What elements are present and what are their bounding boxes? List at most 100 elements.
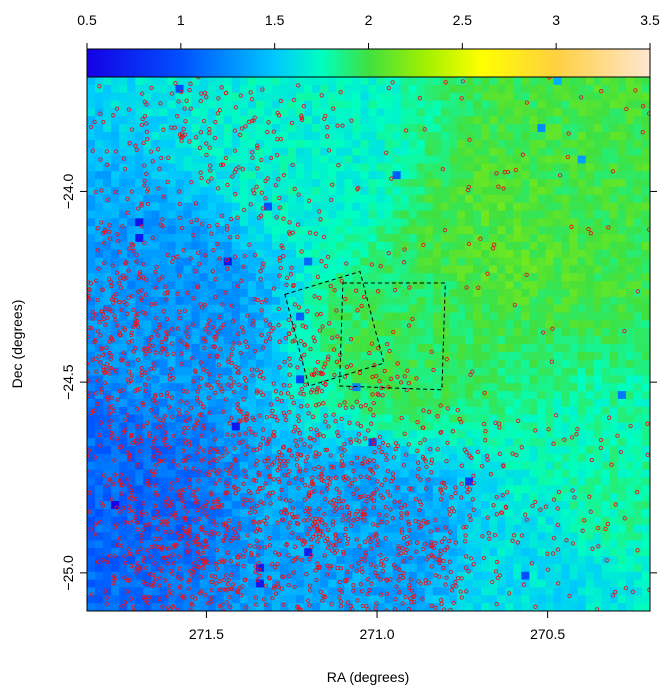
- source-point: [87, 325, 91, 331]
- heatmap-cell: [247, 406, 257, 416]
- heatmap-cell: [280, 351, 289, 361]
- heatmap-cell: [151, 603, 160, 611]
- heatmap-cell: [625, 131, 635, 141]
- heatmap-cell: [320, 359, 329, 369]
- heatmap-cell: [432, 430, 442, 439]
- heatmap-cell: [368, 139, 378, 149]
- heatmap-cell: [521, 524, 530, 534]
- heatmap-cell: [239, 516, 249, 526]
- heatmap-cell: [111, 124, 120, 133]
- heatmap-cell: [151, 493, 160, 502]
- source-point: [80, 320, 83, 323]
- source-point: [78, 358, 81, 361]
- heatmap-cell: [609, 571, 619, 581]
- heatmap-cell: [111, 375, 120, 384]
- source-point: [124, 275, 129, 281]
- heatmap-cell: [87, 556, 96, 565]
- heatmap-cell: [505, 210, 514, 219]
- heatmap-cell: [497, 194, 506, 204]
- heatmap-cell: [127, 77, 136, 86]
- heatmap-cell: [561, 344, 571, 353]
- heatmap-cell: [344, 469, 354, 479]
- heatmap-cell: [352, 234, 362, 243]
- heatmap-cell: [609, 430, 619, 439]
- source-point: [112, 458, 117, 463]
- heatmap-cell: [577, 359, 587, 369]
- heatmap-cell: [617, 398, 627, 408]
- heatmap-cell: [424, 139, 434, 149]
- heatmap-cell: [368, 548, 378, 557]
- heatmap-cell: [143, 139, 152, 149]
- heatmap-cell: [384, 241, 394, 251]
- heatmap-cell: [288, 328, 297, 337]
- heatmap-cell: [545, 210, 555, 219]
- heatmap-cell: [344, 375, 354, 384]
- heatmap-cell: [408, 367, 418, 377]
- heatmap-cell: [400, 100, 410, 110]
- heatmap-cell: [577, 485, 587, 494]
- heatmap-cell: [609, 461, 619, 471]
- heatmap-cell: [489, 351, 498, 361]
- heatmap-cell: [440, 320, 450, 329]
- heatmap-cell: [416, 532, 426, 541]
- heatmap-cell: [561, 398, 571, 408]
- source-point: [136, 206, 141, 211]
- heatmap-cell: [456, 344, 466, 353]
- heatmap-cell: [569, 296, 579, 306]
- heatmap-cell: [368, 422, 378, 431]
- heatmap-cell: [143, 289, 152, 298]
- heatmap-cell: [135, 147, 144, 157]
- heatmap-cell: [609, 218, 619, 227]
- heatmap-cell: [127, 100, 136, 110]
- heatmap-cell: [312, 116, 321, 125]
- heatmap-cell: [376, 273, 386, 282]
- heatmap-cell: [103, 108, 112, 117]
- heatmap-cell: [448, 304, 458, 314]
- heatmap-cell: [481, 210, 490, 219]
- heatmap-cell: [633, 430, 643, 439]
- heatmap-cell: [617, 186, 627, 196]
- heatmap-cell: [368, 179, 378, 188]
- heatmap-cell: [360, 469, 370, 479]
- heatmap-cell: [577, 296, 587, 306]
- heatmap-cell: [336, 241, 345, 251]
- heatmap-cell: [151, 320, 160, 329]
- heatmap-cell: [489, 430, 498, 439]
- heatmap-cell: [255, 147, 265, 157]
- heatmap-cell: [641, 296, 650, 306]
- heatmap-cell: [569, 328, 579, 337]
- heatmap-cell: [328, 351, 337, 361]
- heatmap-cell: [320, 438, 329, 447]
- heatmap-cell: [545, 461, 555, 471]
- heatmap-cell: [368, 257, 378, 267]
- heatmap-cell: [231, 179, 241, 188]
- heatmap-cell: [529, 84, 538, 94]
- heatmap-cell: [223, 524, 233, 534]
- heatmap-cell: [521, 603, 530, 611]
- heatmap-cell: [497, 108, 506, 117]
- heatmap-cell: [481, 391, 490, 400]
- source-point: [102, 260, 107, 266]
- heatmap-cell: [320, 304, 329, 314]
- heatmap-cell: [545, 563, 555, 573]
- heatmap-cell: [553, 116, 563, 125]
- heatmap-cell: [432, 501, 442, 510]
- heatmap-cell: [384, 186, 394, 196]
- heatmap-cell: [585, 469, 595, 479]
- heatmap-cell: [223, 438, 233, 447]
- heatmap-cell: [641, 210, 650, 219]
- heatmap-cell: [448, 171, 458, 180]
- heatmap-cell: [641, 163, 650, 172]
- heatmap-cell: [553, 422, 563, 431]
- heatmap-cell: [384, 320, 394, 329]
- heatmap-cell: [280, 375, 289, 384]
- heatmap-cell: [95, 265, 104, 274]
- heatmap-cell: [537, 257, 547, 267]
- heatmap-cell: [328, 163, 337, 172]
- heatmap-cell: [505, 453, 514, 463]
- heatmap-cell: [408, 77, 418, 86]
- source-point: [148, 408, 154, 413]
- heatmap-cell: [448, 116, 458, 125]
- heatmap-cell: [167, 422, 177, 431]
- heatmap-cell: [553, 563, 563, 573]
